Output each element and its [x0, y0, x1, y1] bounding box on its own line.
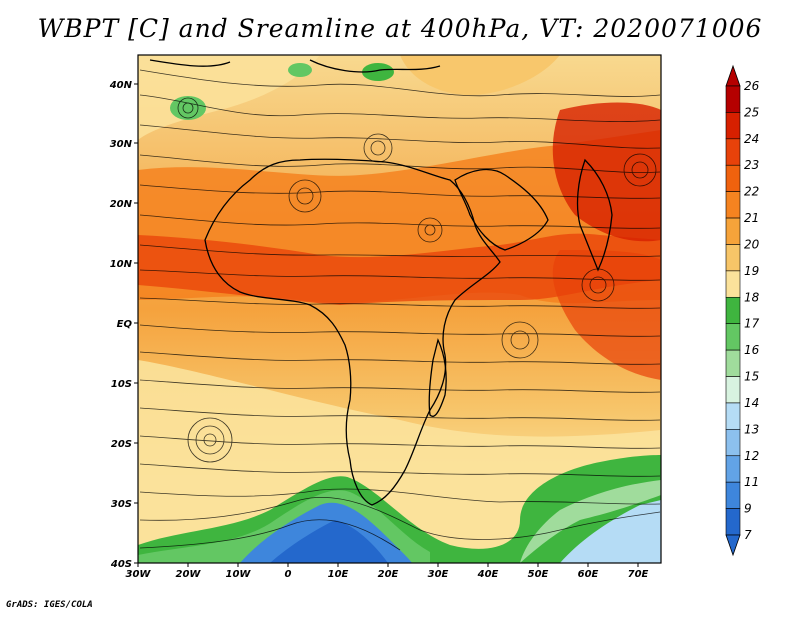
colorbar-label: 25	[744, 105, 759, 119]
grads-credit: GrADS: IGES/COLA	[6, 600, 93, 610]
colorbar-swatch	[725, 164, 741, 192]
colorbar-swatch	[725, 217, 741, 245]
lat-label: 30N	[110, 139, 133, 150]
colorbar-label: 23	[744, 158, 759, 172]
colorbar-swatch	[725, 508, 741, 536]
chart-title: WBPT [C] and Sreamline at 400hPa, VT: 20…	[37, 14, 763, 43]
colorbar-label: 17	[744, 317, 760, 331]
colorbar-label: 11	[744, 475, 759, 489]
colorbar-swatch	[725, 296, 741, 325]
colorbar-label: 26	[744, 79, 760, 93]
colorbar-label: 16	[744, 343, 760, 357]
axis-ticks	[134, 83, 639, 567]
lon-label: 0	[285, 569, 292, 580]
lat-labels: 40N 30N 20N 10N EQ 10S 20S 30S 40S	[109, 80, 133, 570]
colorbar-label: 9	[744, 502, 752, 516]
lat-label: 30S	[111, 499, 132, 510]
lat-label: 20S	[111, 439, 132, 450]
lon-label: 70E	[628, 569, 649, 580]
colorbar-swatch	[725, 429, 741, 457]
colorbar-min-arrow	[725, 534, 741, 557]
lon-label: 20E	[378, 569, 399, 580]
colorbar-label: 22	[744, 185, 759, 199]
lon-label: 20W	[176, 569, 202, 580]
lat-label: 40S	[110, 559, 132, 570]
colorbar-swatch	[725, 270, 741, 298]
colorbar-label: 15	[744, 370, 759, 384]
lon-label: 50E	[528, 569, 549, 580]
lat-label: 10S	[111, 379, 132, 390]
colorbar-swatch	[725, 349, 741, 377]
colorbar-label: 20	[744, 237, 760, 251]
temperature-field	[138, 55, 661, 563]
colorbar-swatch	[725, 376, 741, 404]
lat-label: EQ	[117, 319, 133, 330]
lon-label: 60E	[578, 569, 599, 580]
colorbar-label: 7	[744, 528, 752, 542]
colorbar-label: 21	[744, 211, 759, 225]
lon-label: 30E	[428, 569, 449, 580]
lon-label: 30W	[126, 569, 152, 580]
colorbar-swatch	[725, 455, 741, 483]
colorbar-max-arrow	[725, 64, 741, 87]
coastlines	[149, 59, 613, 506]
colorbar-swatch	[725, 402, 741, 430]
colorbar-label: 19	[744, 264, 759, 278]
colorbar-label: 13	[744, 422, 759, 436]
colorbar-label: 14	[744, 396, 759, 410]
lat-label: 20N	[110, 199, 133, 210]
lat-label: 10N	[110, 259, 133, 270]
colorbar-swatch	[725, 323, 741, 351]
colorbar-swatch	[725, 138, 741, 166]
lon-label: 10E	[328, 569, 349, 580]
colorbar-swatch	[725, 112, 741, 140]
colorbar-swatch	[725, 85, 741, 113]
colorbar-label: 24	[744, 132, 759, 146]
colorbar-label: 12	[744, 449, 759, 463]
colorbar-swatch	[725, 481, 741, 509]
colorbar-label: 18	[744, 290, 760, 304]
colorbar: 26 25 24 23 22 21 20 19 18 17 16 15 14 13 12 11 9 7	[725, 64, 760, 557]
lat-label: 40N	[109, 80, 133, 91]
colorbar-swatch	[725, 244, 741, 272]
lon-label: 10W	[226, 569, 252, 580]
lon-labels: 30W 20W 10W 0 10E 20E 30E 40E 50E 60E 70…	[126, 569, 649, 580]
colorbar-swatch	[725, 191, 741, 219]
plot-frame	[137, 54, 662, 564]
lon-label: 40E	[477, 569, 499, 580]
